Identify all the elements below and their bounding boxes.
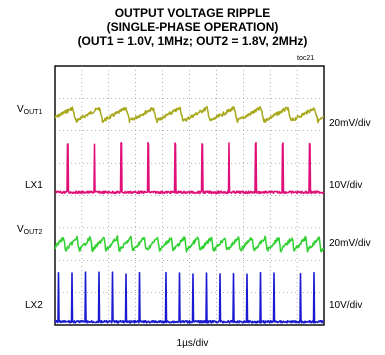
trace-vout1 [54, 105, 325, 124]
vout1-label: VOUT1 [17, 104, 43, 116]
chart-subtitle-1: (SINGLE-PHASE OPERATION) [106, 20, 279, 34]
vout2-scale: 20mV/div [329, 238, 371, 249]
trace-vout2 [54, 235, 325, 253]
chart-subtitle-2: (OUT1 = 1.0V, 1MHz; OUT2 = 1.8V, 2MHz) [77, 34, 308, 48]
lx1-scale: 10V/div [329, 180, 363, 191]
lx1-label: LX1 [25, 180, 43, 191]
trace-lx2 [54, 271, 325, 324]
lx2-label: LX2 [25, 300, 43, 311]
x-axis-label: 1µs/div [176, 338, 209, 349]
lx2-scale: 10V/div [329, 300, 363, 311]
chart-title: OUTPUT VOLTAGE RIPPLE [114, 6, 271, 20]
figure-tag: toc21 [297, 55, 315, 62]
vout1-scale: 20mV/div [329, 118, 371, 129]
trace-lx1 [54, 141, 325, 195]
vout2-label: VOUT2 [17, 224, 43, 236]
